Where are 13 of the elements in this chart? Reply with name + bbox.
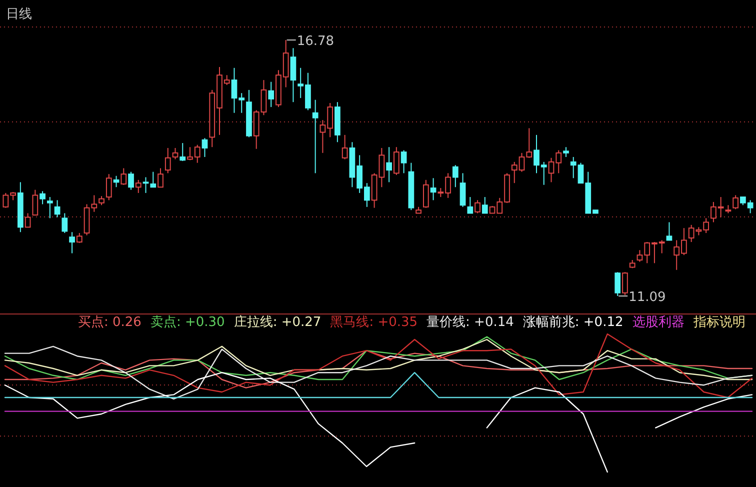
text: 买点: 0.26 (78, 315, 142, 330)
annotation: 11.09 (618, 290, 666, 305)
chart-title: 日线 (6, 7, 32, 22)
annotation: 11.09 (628, 290, 666, 305)
text: 涨幅前兆: +0.12 (522, 315, 624, 330)
annotation: 16.78 (296, 34, 334, 49)
text: 选股利器 (632, 315, 684, 330)
text: 量价线: +0.14 (426, 315, 514, 330)
text: 指标说明 (692, 315, 746, 330)
series-label: 黑马线: +0.35 (330, 315, 418, 330)
annotation: 16.78 (286, 34, 334, 49)
series-label: 庄拉线: +0.27 (234, 315, 322, 330)
text: 卖点: +0.30 (150, 315, 225, 330)
